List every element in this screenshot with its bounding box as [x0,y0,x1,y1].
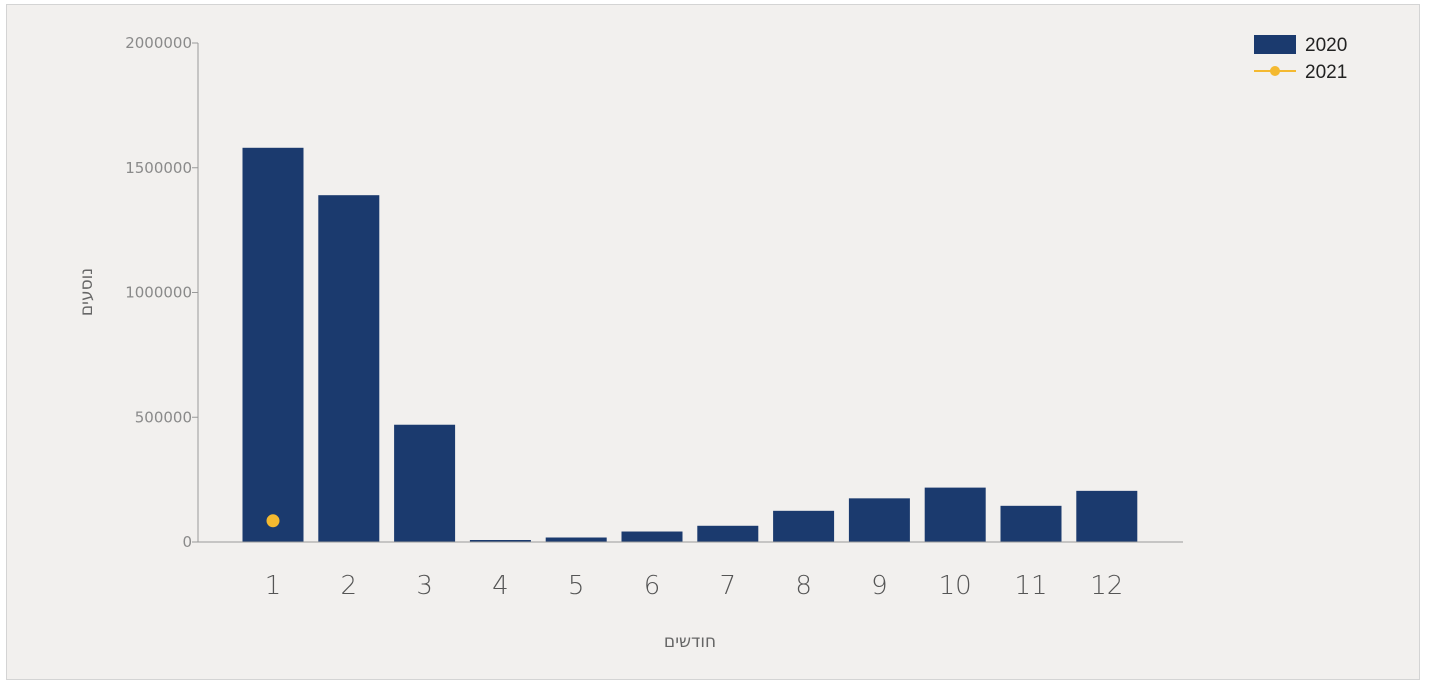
y-tick-label: 0 [182,533,192,551]
bar-2020-12[interactable] [1076,490,1138,542]
y-tick-label: 500000 [135,408,192,426]
y-tick-label: 1000000 [125,284,192,302]
bar-2020-9[interactable] [848,498,910,542]
legend-label-2020: 2020 [1305,35,1347,56]
bars-series-2020 [242,147,1138,543]
legend[interactable]: 2020 2021 [1254,35,1347,83]
bar-2020-11[interactable] [1000,505,1062,542]
x-tick-label: 8 [795,571,812,601]
bar-2020-1[interactable] [242,147,304,543]
x-tick-label: 10 [939,571,972,601]
points-series-2021 [266,514,280,528]
x-tick-label: 1 [265,571,282,601]
legend-label-2021: 2021 [1305,62,1347,83]
bar-2020-2[interactable] [318,195,380,542]
legend-swatch-2020 [1254,35,1296,54]
chart-frame [6,4,1420,680]
x-tick-label: 6 [644,571,661,601]
bar-2020-8[interactable] [773,510,835,542]
legend-marker-2021 [1270,66,1280,76]
y-tick-label: 2000000 [125,34,192,52]
x-tick-label: 5 [568,571,585,601]
bar-2020-7[interactable] [697,525,759,542]
y-tick-label: 1500000 [125,159,192,177]
x-axis-title: חודשים [664,632,716,652]
point-2021-1[interactable] [266,514,280,528]
bar-2020-5[interactable] [545,537,607,542]
bar-2020-3[interactable] [394,424,456,542]
x-tick-label: 11 [1014,571,1047,601]
bar-2020-10[interactable] [924,487,986,542]
y-axis-title: נוסעים [77,268,97,316]
x-tick-label: 2 [341,571,358,601]
x-tick-label: 9 [871,571,888,601]
x-axis-ticks: 1 2 3 4 5 6 7 8 9 10 11 12 [265,571,1124,601]
x-tick-label: 3 [416,571,433,601]
x-tick-label: 7 [720,571,737,601]
y-axis-ticks: 0 500000 1000000 1500000 2000000 [125,34,198,551]
x-tick-label: 4 [492,571,509,601]
bar-2020-4[interactable] [469,540,531,542]
bar-2020-6[interactable] [621,531,683,542]
x-tick-label: 12 [1090,571,1123,601]
